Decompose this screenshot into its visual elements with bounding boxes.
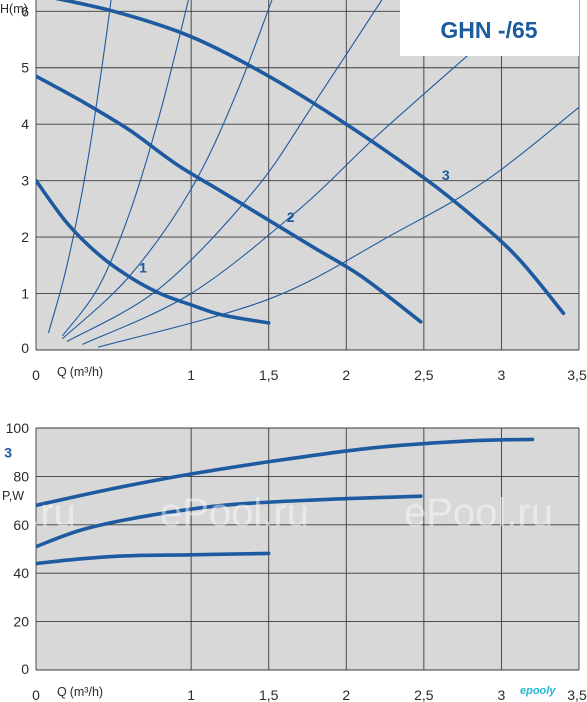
- power-y-tick-80: 80: [13, 468, 29, 484]
- head-y-tick-4: 4: [21, 116, 29, 132]
- head-y-ticks: 0 1 2 3 4 5 6: [21, 3, 29, 356]
- watermark-3: ePool.ru: [404, 491, 553, 535]
- head-x-tick-0: 0: [32, 367, 40, 383]
- head-y-tick-2: 2: [21, 229, 29, 245]
- title-box: [400, 0, 579, 56]
- power-x-axis-label: Q (m³/h): [57, 685, 103, 699]
- power-curve-2: [36, 494, 423, 549]
- brand-mark: epooly: [520, 685, 556, 697]
- head-x-tick-3,5: 3,5: [567, 367, 587, 383]
- head-y-axis-label: H(m): [0, 2, 28, 16]
- power-x-axis-unit: (m³/h): [70, 685, 103, 699]
- power-grid: [35, 427, 580, 671]
- power-plot-area: [36, 428, 579, 670]
- head-series: [36, 0, 566, 325]
- head-chart: GHN -/65 H(m) 0 1 2 3 4 5 6 0 1 1,5 2 2,5 3 3,5 Q (m³…: [0, 0, 587, 383]
- head-y-tick-6: 6: [21, 3, 29, 19]
- watermark-layer: ol.ru ePool.ru ePool.ru: [0, 491, 553, 535]
- head-x-tick-1,5: 1,5: [259, 367, 279, 383]
- power-y-tick-60: 60: [13, 517, 29, 533]
- head-x-tick-2: 2: [342, 367, 350, 383]
- power-y-tick-100: 100: [6, 420, 30, 436]
- watermark-1: ol.ru: [0, 491, 76, 535]
- power-x-tick-2,5: 2,5: [414, 687, 434, 702]
- power-x-axis-symbol: Q: [57, 685, 67, 699]
- power-x-tick-3: 3: [498, 687, 506, 702]
- head-system-curves: [47, 0, 579, 348]
- head-x-axis-unit: (m³/h): [70, 365, 103, 379]
- power-curve-1: [36, 551, 271, 566]
- chart-title: GHN -/65: [440, 17, 537, 43]
- head-grid: [35, 0, 580, 351]
- power-x-tick-2: 2: [342, 687, 350, 702]
- system-curve-6: [97, 106, 579, 348]
- system-curve-4: [66, 0, 383, 342]
- head-x-tick-1: 1: [187, 367, 195, 383]
- power-chart: ol.ru ePool.ru ePool.ru P,W 020406080100…: [0, 420, 587, 702]
- head-curve-1: [36, 178, 271, 325]
- system-curve-3: [62, 0, 273, 340]
- power-curve-label-3: 3: [4, 444, 12, 460]
- head-y-tick-0: 0: [21, 340, 29, 356]
- head-curve-label-3: 3: [442, 167, 450, 183]
- power-y-tick-40: 40: [13, 565, 29, 581]
- head-curve-label-2: 2: [287, 209, 295, 225]
- head-x-tick-3: 3: [498, 367, 506, 383]
- head-x-axis-symbol: Q: [57, 365, 67, 379]
- system-curve-5: [82, 39, 487, 345]
- power-y-tick-0: 0: [21, 661, 29, 677]
- power-curve-3: [36, 437, 535, 508]
- head-curve-label-1: 1: [139, 260, 147, 276]
- head-x-tick-2,5: 2,5: [414, 367, 434, 383]
- power-y-tick-20: 20: [13, 614, 29, 630]
- power-series: [36, 437, 535, 566]
- power-x-tick-1: 1: [187, 687, 195, 702]
- watermark-2: ePool.ru: [160, 491, 309, 535]
- head-plot-area: [36, 0, 579, 350]
- power-x-tick-3,5: 3,5: [567, 687, 587, 702]
- power-y-axis-label: P,W: [2, 489, 24, 503]
- system-curve-2: [61, 0, 189, 337]
- head-x-ticks: 0 1 1,5 2 2,5 3 3,5: [32, 367, 587, 383]
- power-x-ticks: 0 1 1,5 2 2,5 3 3,5: [32, 687, 587, 702]
- power-y-ticks: 0 20 40 60 80 100: [6, 420, 30, 677]
- head-curve-2: [36, 74, 423, 324]
- head-y-tick-5: 5: [21, 60, 29, 76]
- power-x-tick-0: 0: [32, 687, 40, 702]
- power-x-tick-1,5: 1,5: [259, 687, 279, 702]
- head-y-tick-1: 1: [21, 286, 29, 302]
- head-y-tick-3: 3: [21, 173, 29, 189]
- head-curve-3: [54, 0, 566, 316]
- head-x-axis-label: Q (m³/h): [57, 365, 103, 379]
